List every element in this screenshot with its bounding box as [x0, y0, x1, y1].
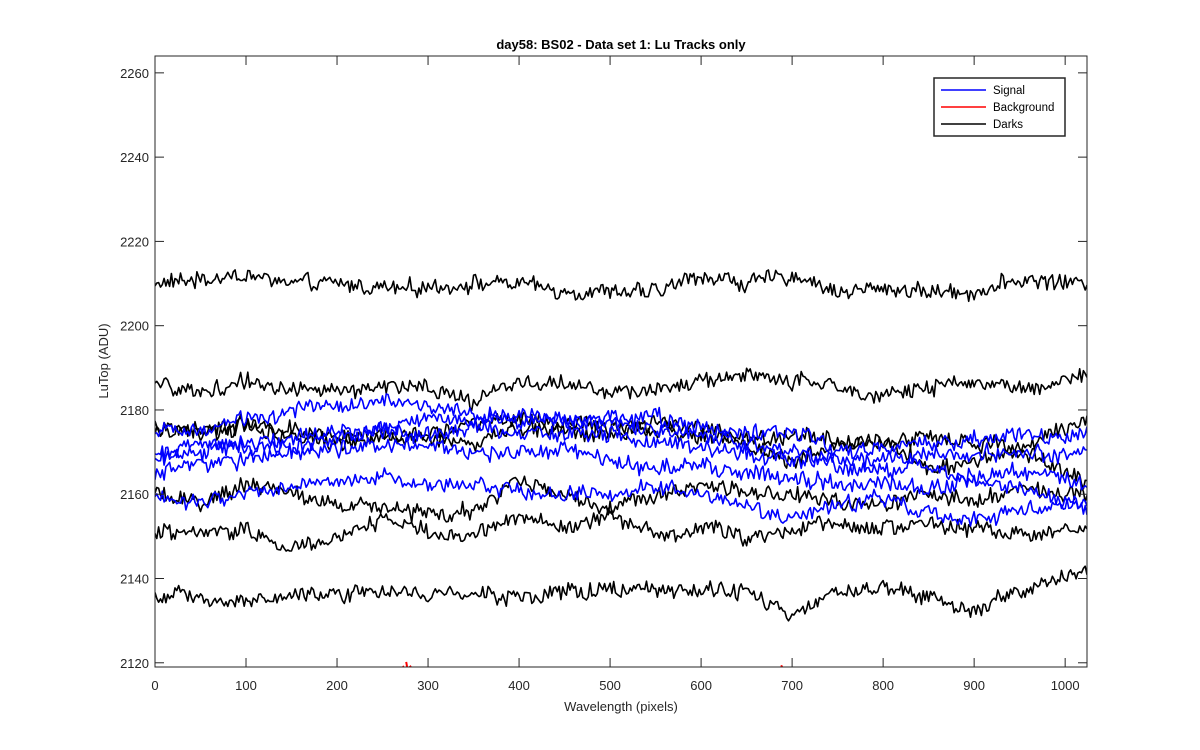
axes-box: [154, 55, 1088, 668]
y-tick-label: 2140: [120, 572, 149, 587]
x-tick-label: 400: [508, 678, 530, 693]
series-darks-4: [155, 415, 1087, 490]
x-axis-label: Wavelength (pixels): [564, 699, 678, 714]
x-tick-label: 700: [781, 678, 803, 693]
series-darks-7: [155, 565, 1087, 622]
y-tick-label: 2260: [120, 66, 149, 81]
x-tick-label: 500: [599, 678, 621, 693]
series-darks-2: [155, 367, 1087, 412]
x-tick-label: 1000: [1051, 678, 1080, 693]
y-axis-label: LuTop (ADU): [96, 323, 111, 398]
legend-label-signal: Signal: [993, 85, 1025, 97]
series-signal-4: [155, 437, 1087, 516]
y-tick-label: 2160: [120, 487, 149, 502]
chart-title: day58: BS02 - Data set 1: Lu Tracks only: [496, 37, 746, 52]
axes-layer: 0 100 200 300 400 500 600 700 800 900 1000 2120 2140…: [120, 55, 1088, 693]
series-background-1-point-2: [405, 661, 409, 667]
x-tick-label: 800: [872, 678, 894, 693]
series-signal-2: [155, 408, 1087, 469]
y-tick-label: 2220: [120, 234, 149, 249]
series-darks-3: [155, 410, 1087, 454]
series-darks-1: [155, 269, 1087, 303]
series-signal-5: [155, 467, 1087, 527]
legend-label-background: Background: [993, 102, 1054, 114]
y-tick-label: 2200: [120, 319, 149, 334]
x-tick-label: 100: [235, 678, 257, 693]
y-tick-label: 2240: [120, 150, 149, 165]
x-tick-label: 300: [417, 678, 439, 693]
x-tick-label: 900: [963, 678, 985, 693]
y-tick-label: 2120: [120, 656, 149, 671]
y-tick-label: 2180: [120, 403, 149, 418]
legend: Signal Background Darks: [933, 77, 1066, 137]
series-layer: [155, 269, 1087, 667]
legend-label-darks: Darks: [993, 119, 1023, 131]
series-darks-5: [155, 475, 1087, 524]
plot-area: [155, 56, 1087, 667]
x-tick-label: 0: [151, 678, 158, 693]
x-tick-label: 600: [690, 678, 712, 693]
x-tick-label: 200: [326, 678, 348, 693]
series-signal-3: [155, 418, 1087, 491]
series-darks-6: [155, 507, 1087, 552]
series-signal-1: [155, 393, 1087, 460]
